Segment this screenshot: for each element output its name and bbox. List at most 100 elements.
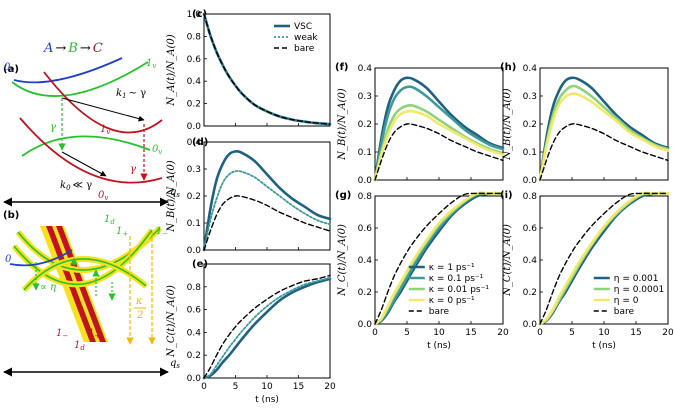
label-1d-top: 1d	[104, 214, 115, 226]
series-line-1	[203, 276, 331, 379]
charts: (c) 0.0 0.2 0.4 0.6 0.8 1.0 N_A(t)/N_A(0) VSCwea…	[166, 9, 674, 405]
panel-h: (h) 0.0 0.1 0.2 0.3 0.4 N_B(t)/N_A(0)	[500, 62, 670, 186]
y-axis-label: N_B(t)/N_A(0)	[502, 88, 513, 161]
red-0v-curve	[19, 117, 163, 184]
x-tick-label: 0	[537, 328, 543, 338]
y-tick-label: 0.8	[358, 192, 373, 202]
x-axis-label: t (ns)	[427, 341, 451, 351]
label-0v-red: 0v	[98, 190, 108, 202]
panel-f: (f) 0.0 0.1 0.2 0.3 0.4 N_B(t)/N_A(0)	[335, 62, 505, 186]
x-tick-label: 10	[261, 382, 273, 392]
panel-label-b: (b)	[3, 210, 19, 221]
label-0v-blue: 0v	[4, 62, 14, 74]
panel-g: (g) 0.0 0.2 0.4 0.6 0.8 0 5 10 15 20 t (ns) N_C(t)/N…	[335, 190, 509, 351]
y-tick-label: 0.4	[523, 256, 538, 266]
plot-frame	[539, 195, 669, 325]
legend-entry: η = 0.0001	[614, 285, 664, 295]
series-line-0	[202, 150, 332, 252]
y-tick-label: 0.1	[187, 219, 201, 229]
label-1v-green: 1v	[146, 58, 156, 70]
series-line-1	[538, 84, 670, 182]
diagram-b: (b) ∝ η κ 2 0 1d 1+ 1− 1− 1+ 1d	[3, 210, 180, 377]
y-tick-label: 0.2	[523, 120, 537, 130]
y-tick-label: 0.0	[523, 176, 538, 186]
x-tick-label: 20	[662, 328, 674, 338]
legend-entry: bare	[614, 307, 635, 317]
y-tick-label: 0.4	[358, 256, 373, 266]
panel-label: (e)	[192, 259, 208, 270]
series-line-1	[203, 169, 331, 251]
series-line-0	[373, 76, 505, 182]
series-line-4	[374, 192, 504, 325]
panel-i: (i) 0.0 0.2 0.4 0.6 0.8 0 5 10 15 20 t (ns) N_C(t)/N…	[500, 190, 674, 351]
y-tick-label: 0.6	[187, 55, 202, 65]
y-tick-label: 0.0	[358, 320, 373, 330]
legend-entry: κ = 0.01 ps⁻¹	[429, 285, 490, 295]
y-tick-label: 0.0	[523, 320, 538, 330]
series-line-4	[374, 123, 504, 181]
y-tick-label: 0.1	[358, 148, 372, 158]
y-tick-label: 0.8	[523, 192, 538, 202]
qs-label-a: qs	[170, 187, 180, 199]
y-tick-label: 0.6	[523, 224, 538, 234]
series-line-3	[539, 123, 669, 181]
y-tick-label: 0.4	[187, 77, 202, 87]
series-line-3	[539, 192, 669, 325]
plot-frame	[539, 67, 669, 181]
series-line-2	[538, 191, 670, 326]
x-tick-label: 0	[201, 382, 207, 392]
y-axis-label: N_C(t)/N_A(0)	[166, 285, 177, 358]
y-tick-label: 0.2	[358, 288, 372, 298]
y-tick-label: 0.4	[187, 138, 202, 148]
plot-frame	[203, 141, 331, 251]
series-line-3	[373, 109, 505, 182]
x-tick-label: 0	[372, 328, 378, 338]
y-tick-label: 0.4	[358, 64, 373, 74]
k0-arrow	[61, 151, 107, 177]
y-tick-label: 0.6	[187, 306, 202, 316]
y-axis-label: N_B(t)/N_A(0)	[166, 160, 177, 233]
x-tick-label: 15	[630, 328, 641, 338]
series-line-2	[203, 274, 331, 379]
y-axis-label: N_C(t)/N_A(0)	[502, 224, 513, 297]
legend-entry: η = 0.001	[614, 274, 659, 284]
series-line-2	[203, 195, 331, 251]
panel-c: (c) 0.0 0.2 0.4 0.6 0.8 1.0 N_A(t)/N_A(0) VSCwea…	[166, 9, 332, 132]
label-1d-bot: 1d	[74, 340, 85, 352]
y-tick-label: 0.6	[358, 224, 373, 234]
x-tick-label: 20	[497, 328, 509, 338]
label-1minus-bot: 1−	[56, 328, 68, 340]
y-tick-label: 0.2	[358, 120, 372, 130]
y-tick-label: 0.2	[187, 351, 201, 361]
y-axis-label: N_C(t)/N_A(0)	[337, 224, 348, 297]
series-line-2	[203, 13, 331, 125]
panel-label: (f)	[335, 62, 349, 73]
kappa-num: κ	[135, 296, 143, 307]
panel-label-a: (a)	[3, 64, 19, 75]
y-tick-label: 0.3	[358, 92, 372, 102]
legend-entry: weak	[294, 33, 318, 43]
x-tick-label: 10	[433, 328, 445, 338]
y-tick-label: 0.8	[187, 283, 202, 293]
panel-label: (g)	[335, 190, 351, 201]
k0-label: k0 ≪ γ	[60, 180, 92, 192]
panel-e: (e) 0.0 0.2 0.4 0.6 0.8 0 5 10 15 20 t (ns) N_C(t)/N…	[166, 259, 336, 405]
lower-polariton-curve	[13, 229, 153, 286]
k1-label: k1 ∼ γ	[116, 88, 146, 100]
y-tick-label: 0.0	[187, 374, 202, 384]
legend-entry: bare	[294, 44, 315, 54]
panel-d: (d) 0.0 0.1 0.2 0.3 0.4 N_B(t)/N_A(0)	[166, 137, 332, 256]
y-axis-label: N_A(t)/N_A(0)	[166, 34, 177, 106]
y-tick-label: 0.2	[187, 100, 201, 110]
y-tick-label: 0.2	[187, 192, 201, 202]
kappa-den: 2	[136, 310, 143, 321]
label-1plus-bot: 1+	[88, 328, 100, 340]
k1-arrow	[61, 97, 145, 122]
x-tick-label: 20	[324, 382, 336, 392]
blue-0-curve	[9, 249, 73, 267]
x-tick-label: 10	[598, 328, 610, 338]
panel-label: (c)	[192, 9, 207, 20]
y-tick-label: 0.0	[358, 176, 373, 186]
